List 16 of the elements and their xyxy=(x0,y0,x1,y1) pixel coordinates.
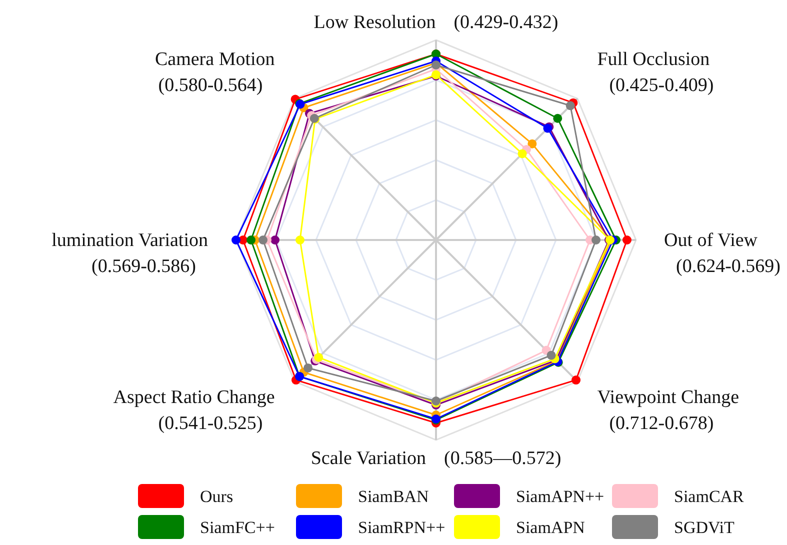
spoke-label: Scale Variation (0.585—0.572) xyxy=(310,448,562,469)
spoke-label: lumination Variation (0.569-0.586) xyxy=(52,230,208,277)
spoke-label: Full Occlusion (0.425-0.409) xyxy=(597,48,714,96)
legend-label: SiamCAR xyxy=(674,487,745,506)
legend-label: SiamAPN++ xyxy=(516,487,604,506)
legend-label: SiamBAN xyxy=(358,487,429,506)
legend-label: SiamAPN xyxy=(516,518,585,537)
spoke-label: Out of View (0.624-0.569) xyxy=(664,230,780,277)
spoke-label: Aspect Ratio Change (0.541-0.525) xyxy=(113,387,275,434)
legend-label: SGDViT xyxy=(674,518,735,537)
legend-label: Ours xyxy=(200,487,234,506)
spoke-label: Low Resolution (0.429-0.432) xyxy=(314,12,558,33)
legend-label: SiamFC++ xyxy=(200,518,275,537)
spoke-label: Camera Motion (0.580-0.564) xyxy=(155,48,276,96)
spoke-label: Viewpoint Change (0.712-0.678) xyxy=(597,387,740,434)
legend-label: SiamRPN++ xyxy=(358,518,446,537)
